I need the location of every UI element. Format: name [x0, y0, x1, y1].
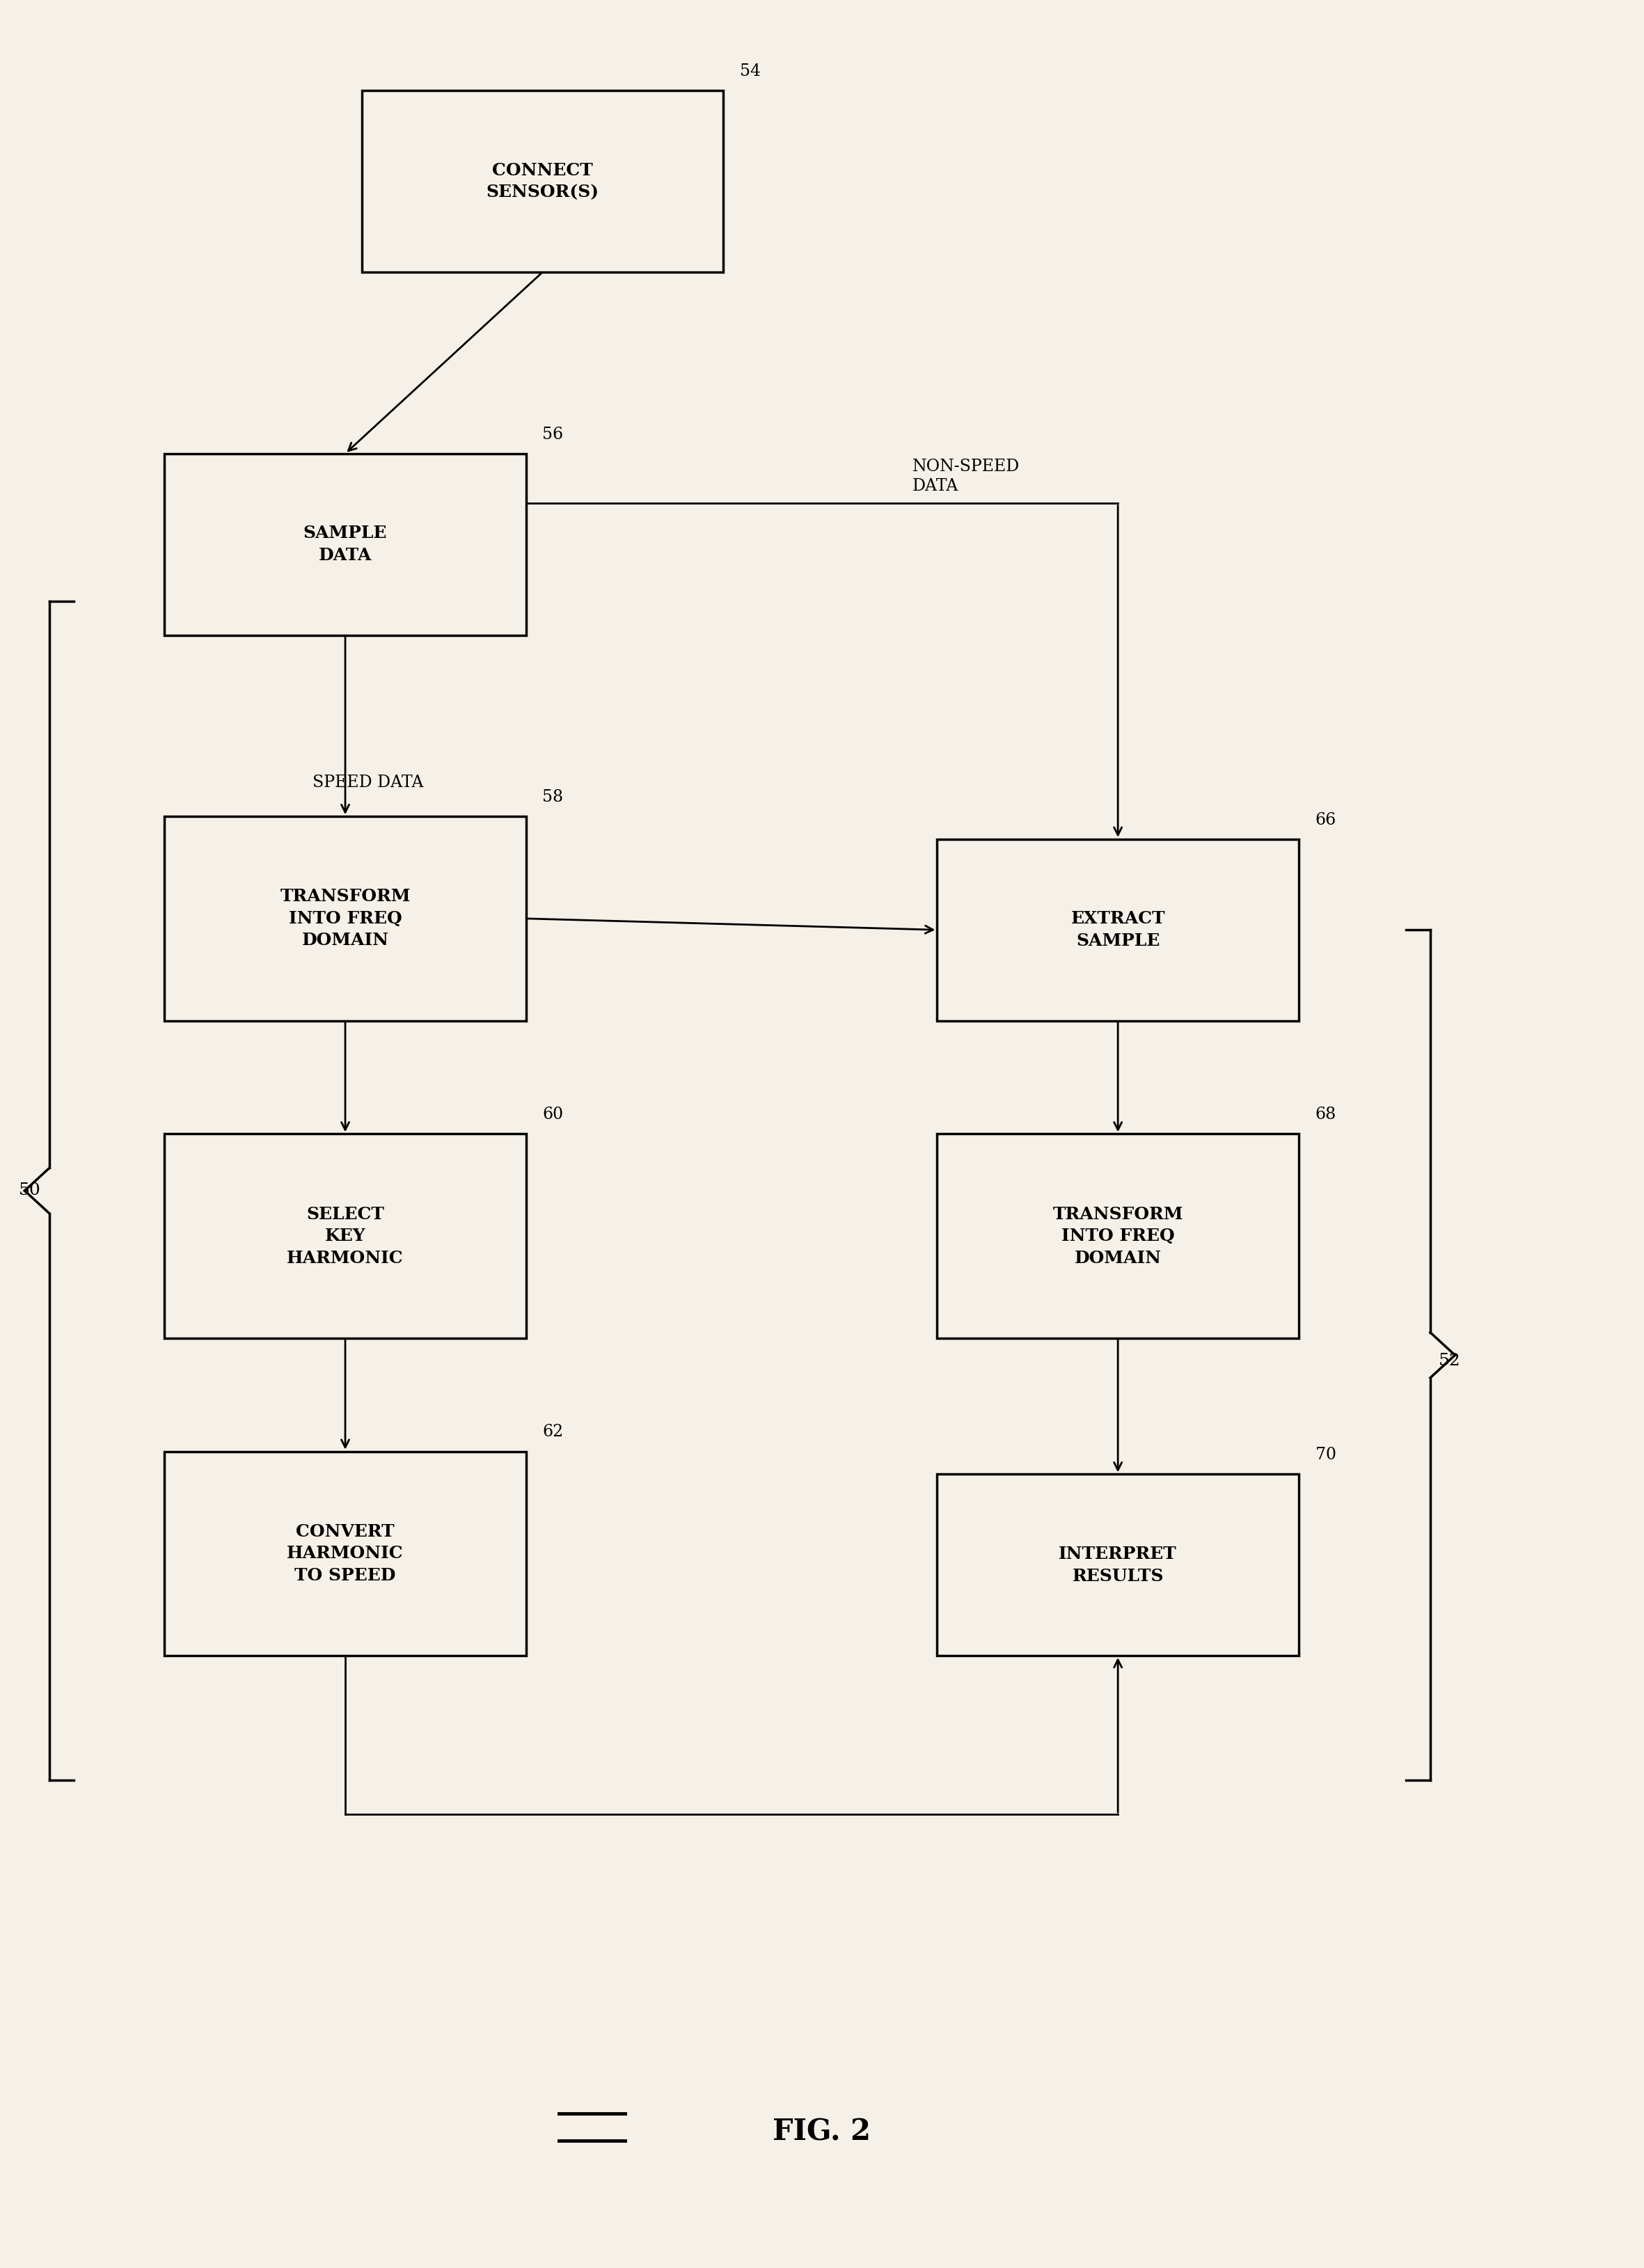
Text: 56: 56 — [543, 426, 564, 442]
Text: SPEED DATA: SPEED DATA — [312, 773, 423, 792]
Text: NON-SPEED
DATA: NON-SPEED DATA — [912, 458, 1019, 494]
FancyBboxPatch shape — [937, 839, 1299, 1021]
Text: 68: 68 — [1315, 1107, 1337, 1123]
Text: 70: 70 — [1315, 1447, 1337, 1463]
Text: 60: 60 — [543, 1107, 564, 1123]
Text: SELECT
KEY
HARMONIC: SELECT KEY HARMONIC — [288, 1207, 403, 1266]
FancyBboxPatch shape — [937, 1474, 1299, 1656]
Text: CONNECT
SENSOR(S): CONNECT SENSOR(S) — [487, 161, 598, 202]
FancyBboxPatch shape — [164, 454, 526, 635]
FancyBboxPatch shape — [362, 91, 723, 272]
Text: 50: 50 — [20, 1182, 41, 1200]
Text: EXTRACT
SAMPLE: EXTRACT SAMPLE — [1070, 909, 1166, 950]
Text: 58: 58 — [543, 789, 564, 805]
Text: 52: 52 — [1438, 1352, 1460, 1370]
Text: 62: 62 — [543, 1424, 564, 1440]
Text: 54: 54 — [740, 64, 761, 79]
FancyBboxPatch shape — [164, 816, 526, 1021]
Text: CONVERT
HARMONIC
TO SPEED: CONVERT HARMONIC TO SPEED — [288, 1524, 403, 1583]
Text: INTERPRET
RESULTS: INTERPRET RESULTS — [1059, 1545, 1177, 1585]
Text: FIG. 2: FIG. 2 — [773, 2118, 871, 2146]
FancyBboxPatch shape — [937, 1134, 1299, 1338]
FancyBboxPatch shape — [164, 1452, 526, 1656]
Text: SAMPLE
DATA: SAMPLE DATA — [304, 524, 386, 565]
Text: 66: 66 — [1315, 812, 1337, 828]
FancyBboxPatch shape — [164, 1134, 526, 1338]
Text: TRANSFORM
INTO FREQ
DOMAIN: TRANSFORM INTO FREQ DOMAIN — [279, 889, 411, 948]
Text: TRANSFORM
INTO FREQ
DOMAIN: TRANSFORM INTO FREQ DOMAIN — [1052, 1207, 1184, 1266]
